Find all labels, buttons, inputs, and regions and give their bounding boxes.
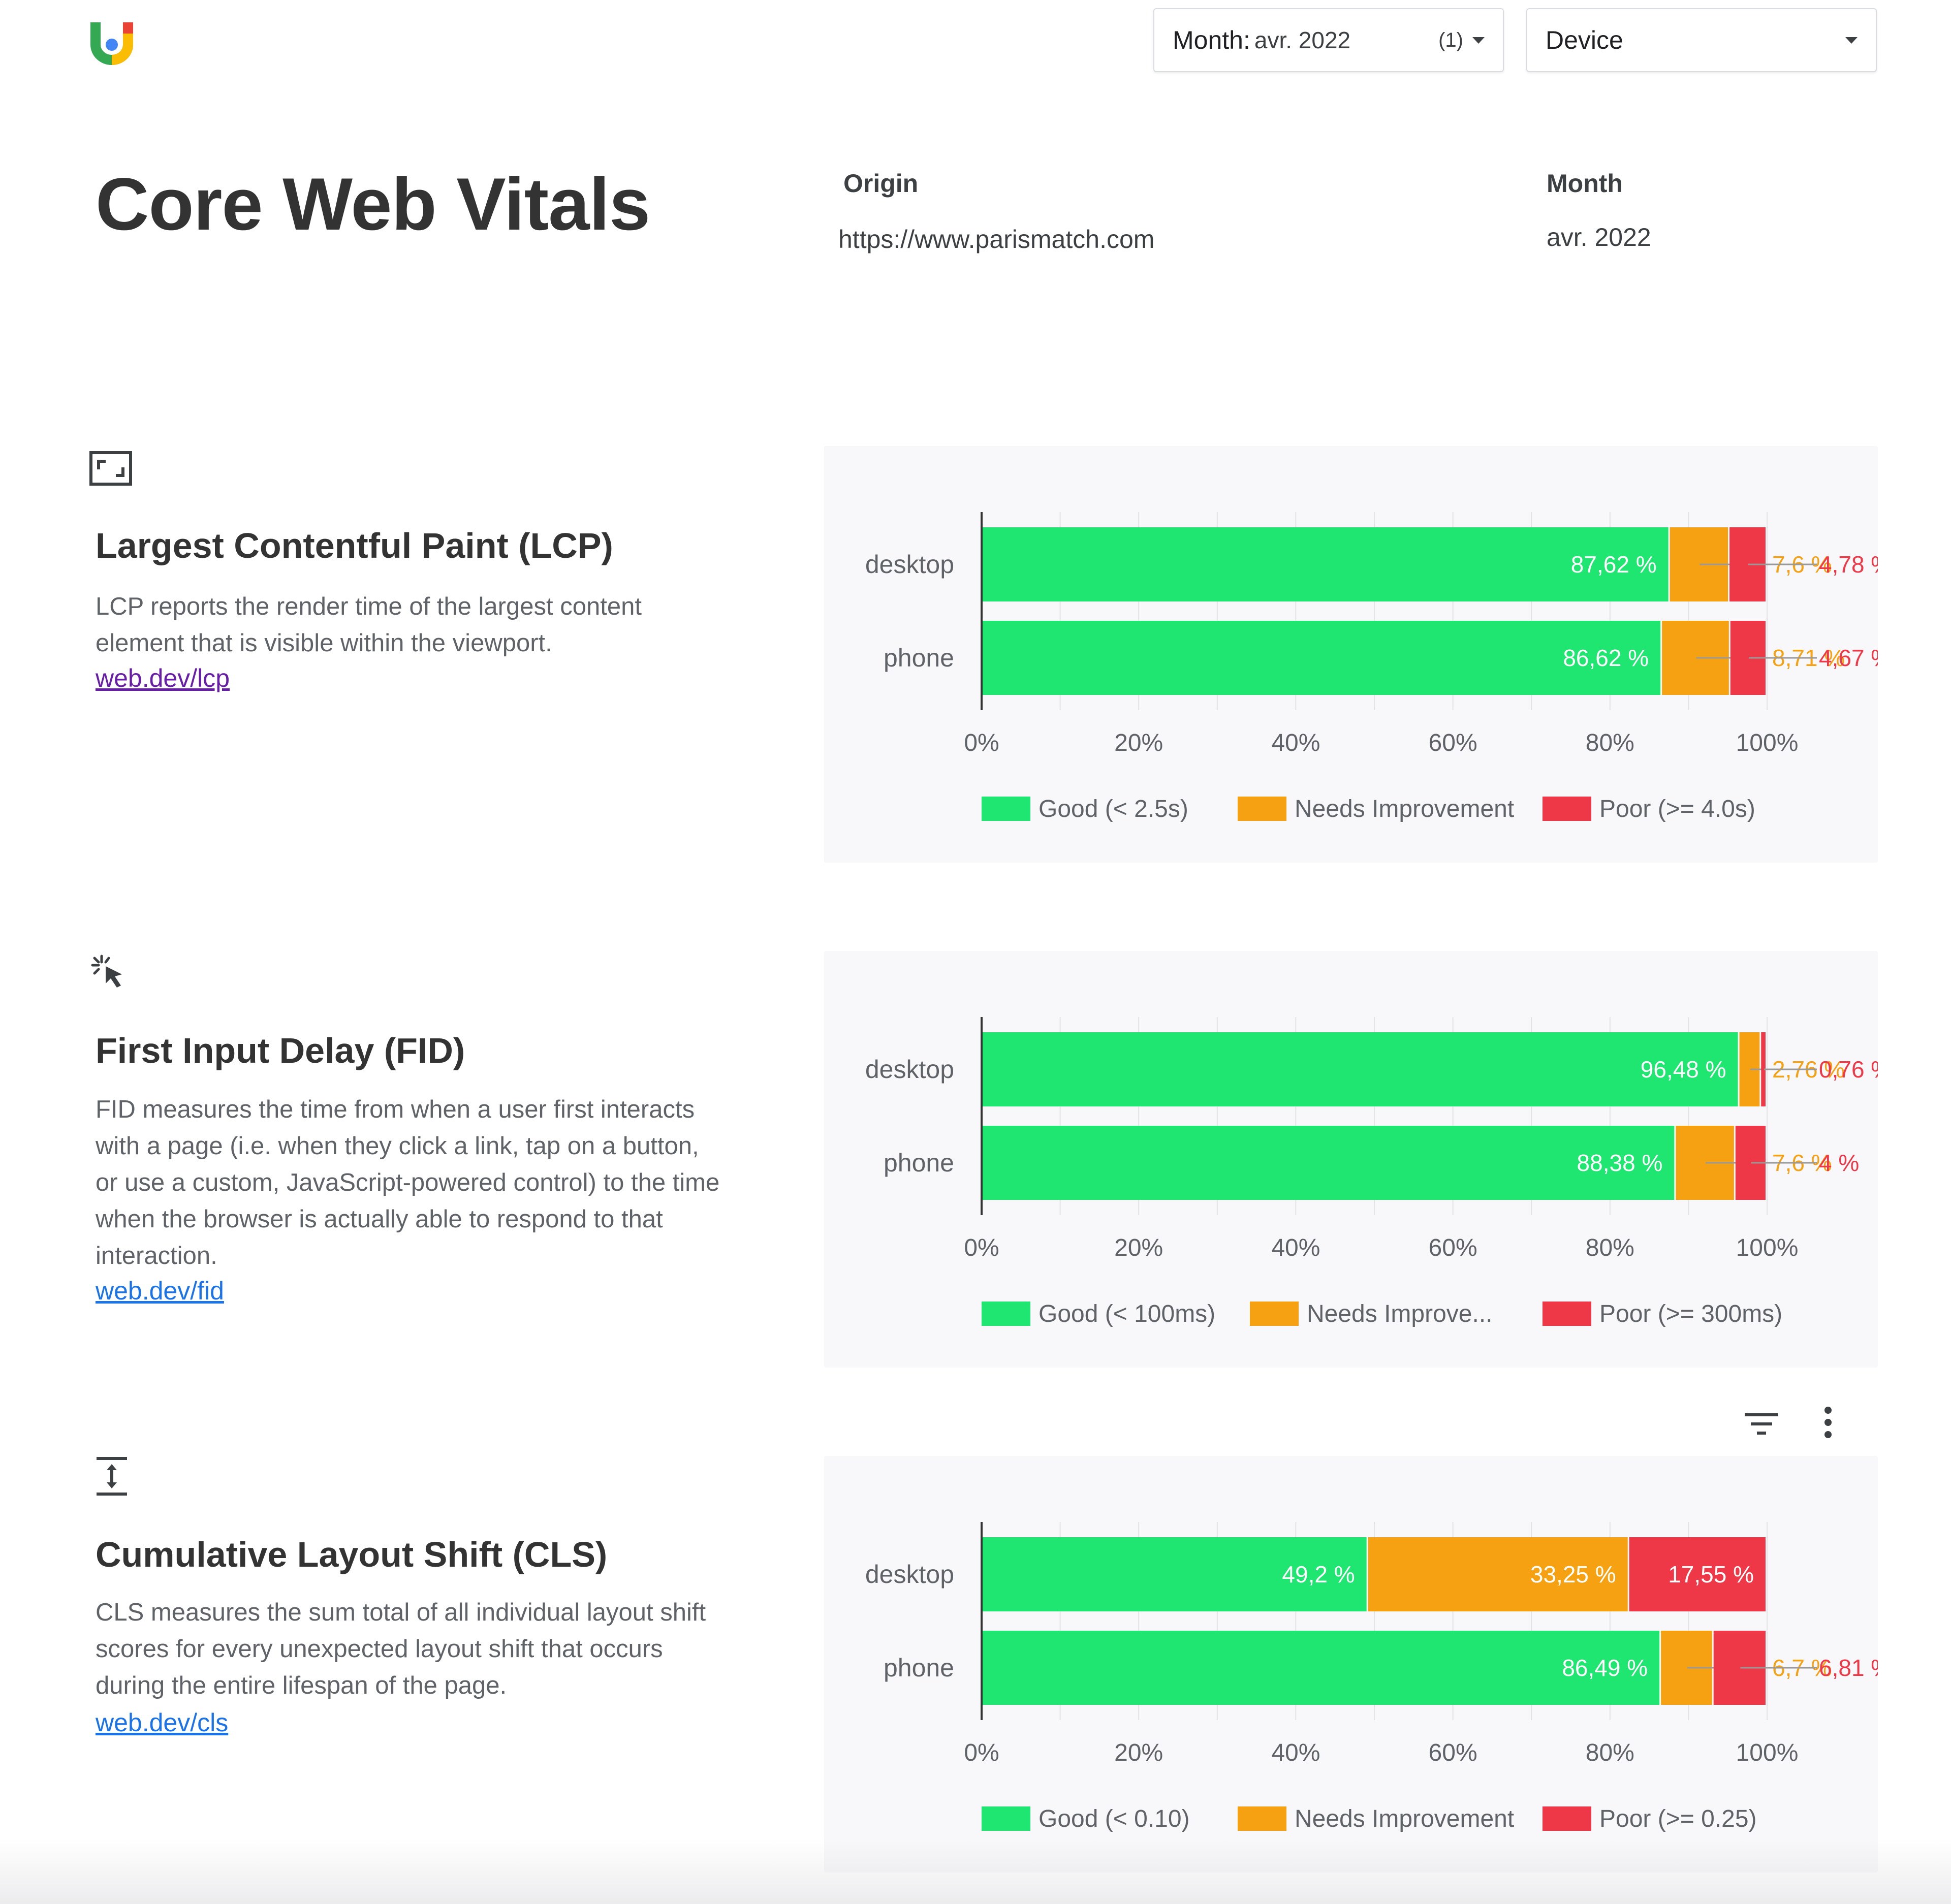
legend-label: Poor (>= 0.25) [1599,1805,1757,1832]
lcp-link[interactable]: web.dev/lcp [96,664,230,692]
legend-label: Poor (>= 4.0s) [1599,796,1755,822]
more-vert-icon[interactable] [1819,1405,1837,1441]
x-tick-label: 40% [1271,729,1320,756]
data-label: 4,67 % [1819,645,1878,671]
cls-title: Cumulative Layout Shift (CLS) [96,1535,608,1574]
fid-description: FID measures the time from when a user f… [96,1096,720,1270]
legend-swatch [982,1806,1030,1831]
bar-segment [982,1126,1675,1200]
data-label: 4,78 % [1819,551,1878,578]
category-label: desktop [865,1560,954,1589]
legend-label: Good (< 0.10) [1039,1805,1190,1832]
x-tick-label: 0% [964,1739,999,1766]
legend-label: Good (< 2.5s) [1039,796,1188,822]
data-label: 96,48 % [1641,1056,1726,1083]
bar-segment [982,1537,1367,1611]
category-label: phone [884,644,954,672]
lcp-title: Largest Contentful Paint (LCP) [96,526,613,565]
bar-segment [1368,1537,1628,1611]
cls-chart-panel: desktop 49,2 % 33,25 % 17,55 % phone 86,49 % 6… [824,1456,1878,1873]
x-tick-label: 80% [1586,1234,1634,1261]
click-cursor-icon [91,955,122,988]
x-tick-label: 80% [1586,1739,1634,1766]
data-label: 6,81 % [1819,1655,1878,1681]
lcp-description: LCP reports the render time of the large… [96,593,642,657]
x-tick-label: 60% [1429,1739,1477,1766]
app-logo [90,22,133,65]
legend-swatch [1543,1806,1591,1831]
x-tick-label: 100% [1736,1234,1799,1261]
legend-swatch [1238,1806,1286,1831]
chevron-down-icon [1472,37,1485,44]
bar-segment [1629,1537,1766,1611]
x-tick-label: 60% [1429,1234,1477,1261]
month-filter-label: Month: [1173,26,1250,54]
cls-link[interactable]: web.dev/cls [96,1708,229,1737]
x-tick-label: 20% [1114,1234,1163,1261]
legend-swatch [982,1302,1030,1326]
legend-swatch [982,797,1030,821]
legend-label: Good (< 100ms) [1039,1300,1215,1327]
x-tick-label: 40% [1271,1739,1320,1766]
bar-segment [982,1032,1738,1106]
bar-segment [982,1631,1660,1705]
category-label: phone [884,1149,954,1177]
fid-title: First Input Delay (FID) [96,1031,465,1070]
month-heading: Month [1547,169,1623,198]
chevron-down-icon [1845,37,1858,44]
device-filter-label: Device [1546,26,1623,54]
cls-chart: desktop 49,2 % 33,25 % 17,55 % phone 86,49 % 6… [865,1522,1878,1832]
month-filter-count: (1) [1438,28,1463,51]
fid-link[interactable]: web.dev/fid [96,1277,224,1305]
vertical-shift-icon [97,1457,127,1496]
filter-lines-icon[interactable] [1744,1411,1779,1438]
legend-swatch [1238,797,1286,821]
category-label: phone [884,1654,954,1682]
page-title: Core Web Vitals [96,163,650,245]
legend-label: Poor (>= 300ms) [1599,1300,1782,1327]
x-tick-label: 0% [964,1234,999,1261]
crop-frame-icon [89,451,132,486]
data-label: 87,62 % [1571,551,1657,578]
x-tick-label: 40% [1271,1234,1320,1261]
legend-swatch [1543,797,1591,821]
data-label: 49,2 % [1282,1561,1355,1588]
data-label: 88,38 % [1577,1150,1663,1176]
data-label: 86,62 % [1563,645,1649,671]
device-filter[interactable]: Device [1526,8,1877,72]
x-tick-label: 20% [1114,729,1163,756]
category-label: desktop [865,550,954,579]
x-tick-label: 0% [964,729,999,756]
legend-label: Needs Improvement [1295,796,1514,822]
origin-heading: Origin [843,169,919,198]
legend-label: Needs Improvement [1295,1805,1514,1832]
category-label: desktop [865,1055,954,1084]
cls-description: CLS measures the sum total of all indivi… [96,1599,706,1699]
bar-segment [982,527,1669,601]
data-label: 4 % [1819,1150,1859,1176]
x-tick-label: 100% [1736,729,1799,756]
bar-segment [982,621,1661,695]
data-label: 33,25 % [1530,1561,1616,1588]
data-label: 17,55 % [1668,1561,1754,1588]
legend-swatch [1250,1302,1299,1326]
month-filter-value: avr. 2022 [1254,27,1351,53]
x-tick-label: 80% [1586,729,1634,756]
origin-value: https://www.parismatch.com [838,225,1155,253]
bottom-scroll-shade [0,1839,1951,1904]
month-value: avr. 2022 [1547,223,1651,251]
bar-segment [1761,1032,1766,1106]
legend-swatch [1543,1302,1591,1326]
x-tick-label: 100% [1736,1739,1799,1766]
x-tick-label: 20% [1114,1739,1163,1766]
legend-label: Needs Improve... [1307,1300,1492,1327]
month-filter[interactable]: Month: avr. 2022 (1) [1153,8,1504,72]
data-label: 0,76 % [1819,1056,1878,1083]
x-tick-label: 60% [1429,729,1477,756]
data-label: 86,49 % [1562,1655,1648,1681]
